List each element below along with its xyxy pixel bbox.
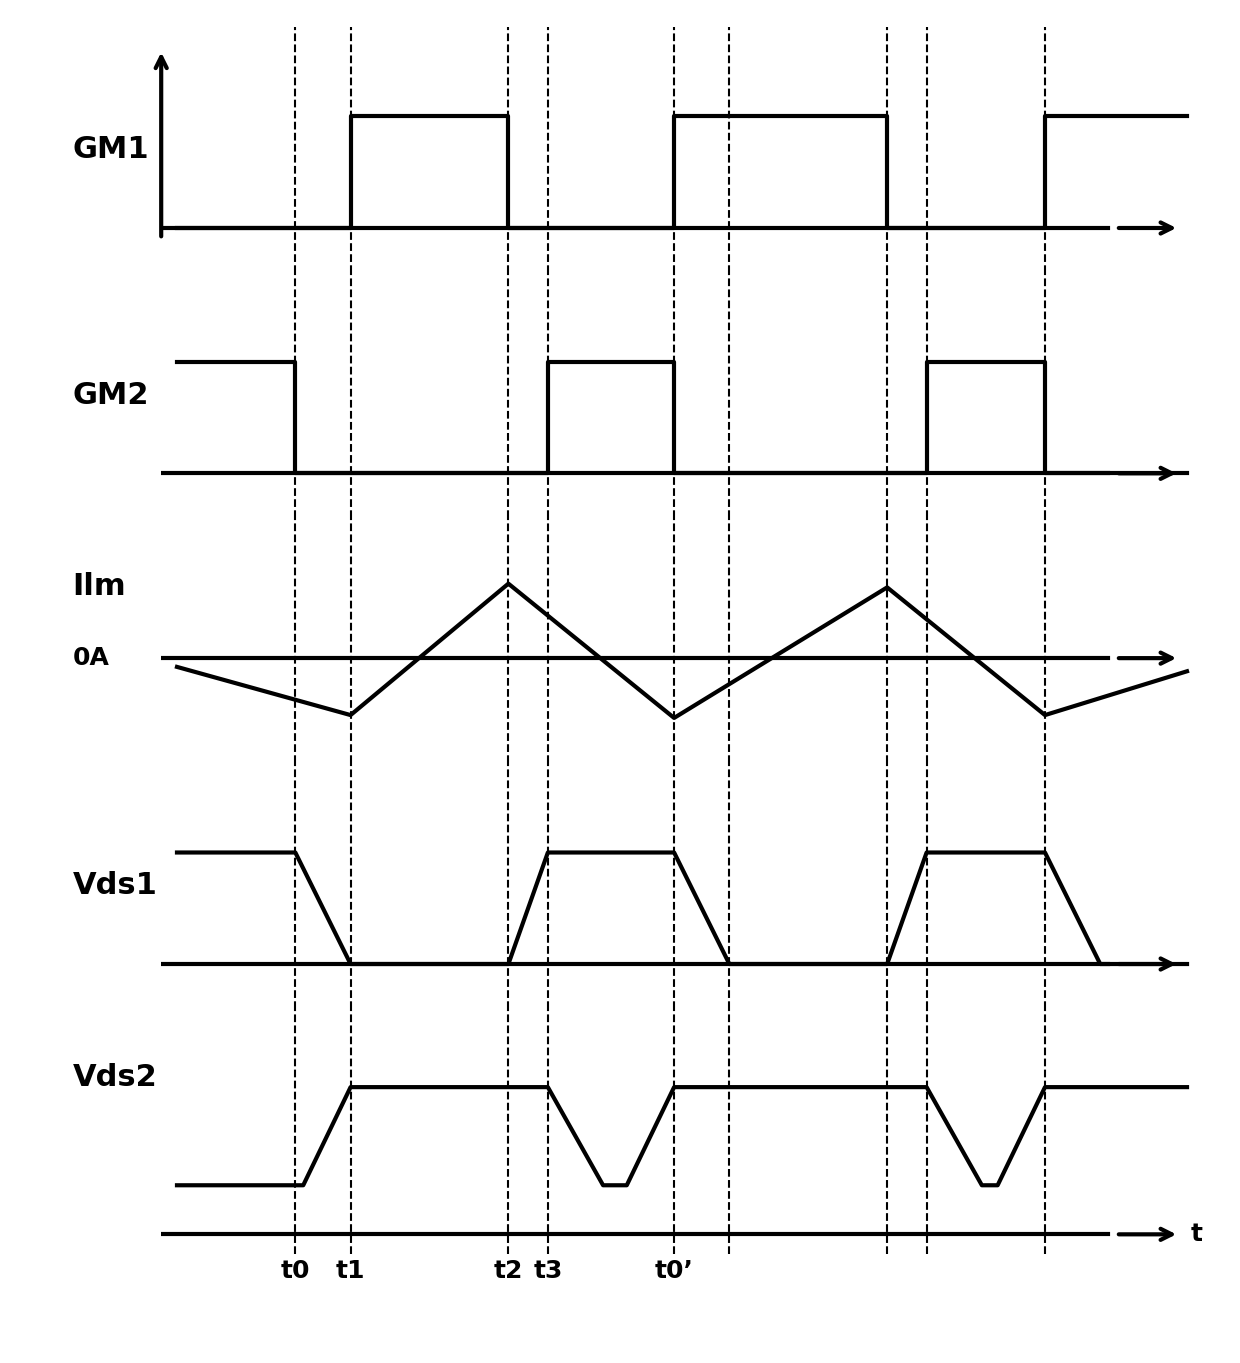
Text: Vds2: Vds2 <box>73 1063 157 1092</box>
Text: t2: t2 <box>494 1259 523 1283</box>
Text: GM2: GM2 <box>73 380 149 410</box>
Text: 0A: 0A <box>73 646 109 669</box>
Text: t: t <box>1190 1223 1203 1246</box>
Text: t0’: t0’ <box>655 1259 693 1283</box>
Text: Vds1: Vds1 <box>73 871 157 901</box>
Text: t1: t1 <box>336 1259 366 1283</box>
Text: t3: t3 <box>533 1259 563 1283</box>
Text: GM1: GM1 <box>73 135 149 165</box>
Text: t0: t0 <box>280 1259 310 1283</box>
Text: Ilm: Ilm <box>73 572 126 601</box>
